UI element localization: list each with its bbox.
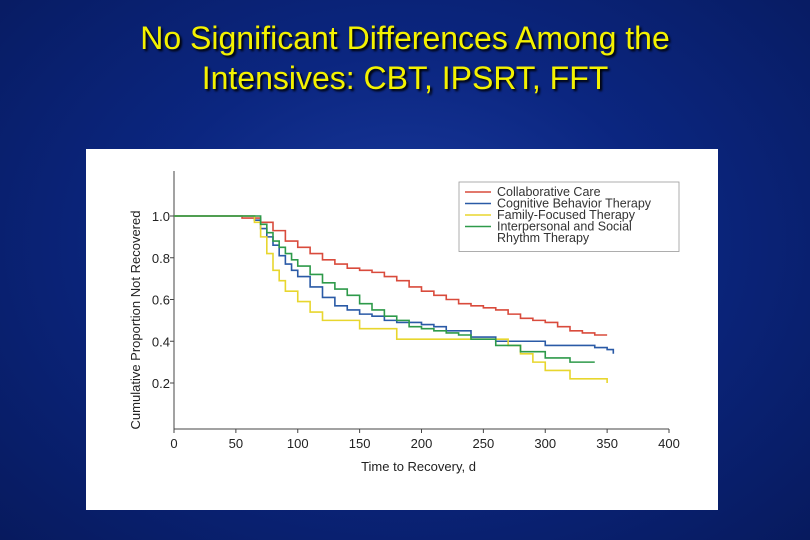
y-tick-label: 0.6 <box>152 293 170 308</box>
legend-label-2: Cognitive Behavior Therapy <box>497 197 652 211</box>
y-tick-label: 0.8 <box>152 251 170 266</box>
survival-chart: 0.2 0.4 0.6 0.8 1.0 0 50 100 150 200 250 300 350 400… <box>128 171 680 474</box>
legend-label-4: Interpersonal and Social <box>497 220 632 234</box>
series-line-4 <box>174 215 595 363</box>
legend-label-3: Family-Focused Therapy <box>497 208 636 222</box>
x-tick-label: 50 <box>229 436 243 451</box>
chart-figure: 0.2 0.4 0.6 0.8 1.0 0 50 100 150 200 250 300 350 400… <box>86 149 718 510</box>
y-tick-label: 0.4 <box>152 334 170 349</box>
x-tick-label: 100 <box>287 436 309 451</box>
x-tick-label: 350 <box>596 436 618 451</box>
y-axis-title: Cumulative Proportion Not Recovered <box>128 211 143 430</box>
title-line-1: No Significant Differences Among the <box>140 20 670 56</box>
slide-title: No Significant Differences Among the Int… <box>0 18 810 98</box>
series-line-3 <box>174 215 608 383</box>
x-ticks: 0 50 100 150 200 250 300 350 400 <box>170 429 680 451</box>
x-tick-label: 200 <box>411 436 433 451</box>
x-tick-label: 400 <box>658 436 680 451</box>
legend-label-4: Rhythm Therapy <box>497 231 590 245</box>
x-tick-label: 150 <box>349 436 371 451</box>
x-tick-label: 300 <box>534 436 556 451</box>
y-tick-label: 0.2 <box>152 376 170 391</box>
title-line-2: Intensives: CBT, IPSRT, FFT <box>201 60 609 96</box>
x-tick-label: 0 <box>170 436 177 451</box>
y-tick-label: 1.0 <box>152 209 170 224</box>
x-tick-label: 250 <box>473 436 495 451</box>
legend-label-1: Collaborative Care <box>497 185 601 199</box>
x-axis-title: Time to Recovery, d <box>361 459 476 474</box>
y-ticks: 0.2 0.4 0.6 0.8 1.0 <box>152 209 174 391</box>
series-line-1 <box>174 215 608 336</box>
legend-box <box>458 181 680 252</box>
series-lines <box>174 215 615 383</box>
